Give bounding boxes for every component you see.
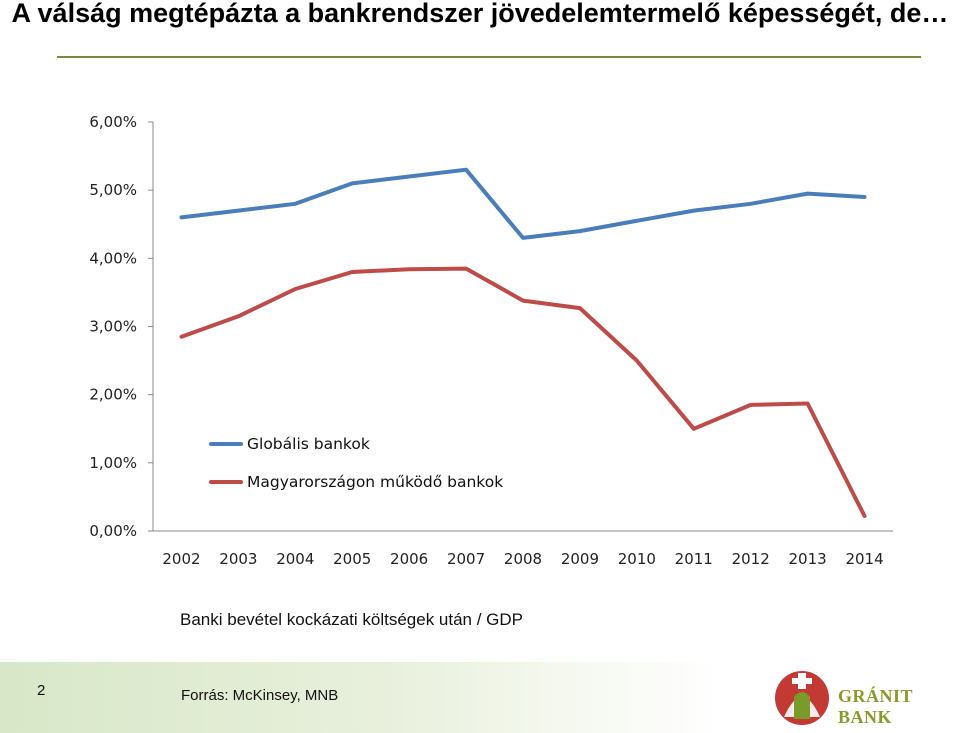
series-line [179, 167, 867, 240]
y-tick-label: 3,00% [89, 318, 137, 336]
y-tick-label: 1,00% [89, 454, 137, 472]
y-tick-label: 2,00% [89, 386, 137, 404]
source-note: Forrás: McKinsey, MNB [181, 687, 339, 704]
y-axis-ticks: 0,00% 1,00% 2,00% 3,00% 4,00% 5,00% 6,00% [89, 113, 153, 540]
chart-series [179, 167, 867, 518]
x-tick-label: 2003 [219, 550, 257, 568]
y-tick-label: 0,00% [89, 522, 137, 540]
title-underline [57, 56, 921, 58]
page-number: 2 [37, 682, 46, 699]
y-tick-label: 5,00% [89, 181, 137, 199]
legend-label: Globális bankok [247, 435, 370, 453]
legend-label: Magyarországon működő bankok [247, 473, 503, 491]
x-tick-label: 2010 [618, 550, 656, 568]
granit-bank-logo [775, 671, 829, 725]
logo-text: GRÁNIT BANK [838, 686, 913, 727]
x-tick-label: 2013 [789, 550, 827, 568]
chart-legend: Globális bankok Magyarországon működő ban… [209, 435, 503, 491]
x-tick-label: 2007 [447, 550, 485, 568]
x-tick-label: 2011 [675, 550, 713, 568]
x-tick-label: 2005 [333, 550, 371, 568]
x-tick-label: 2006 [390, 550, 428, 568]
x-tick-label: 2009 [561, 550, 599, 568]
y-tick-label: 6,00% [89, 113, 137, 131]
x-tick-label: 2014 [845, 550, 883, 568]
x-tick-label: 2012 [732, 550, 770, 568]
line-chart: 0,00% 1,00% 2,00% 3,00% 4,00% 5,00% 6,00% 2002… [89, 113, 893, 568]
slide-title: A válság megtépázta a bankrendszer jöved… [11, 0, 949, 28]
x-axis-ticks: 2002 2003 2004 2005 2006 2007 2008 2009 2010 2011… [162, 550, 883, 568]
y-tick-label: 4,00% [89, 249, 137, 267]
x-tick-label: 2008 [504, 550, 542, 568]
x-tick-label: 2004 [276, 550, 314, 568]
series-line [179, 266, 867, 518]
chart-axes [152, 122, 893, 532]
chart-caption: Banki bevétel kockázati költségek után /… [180, 610, 524, 629]
x-tick-label: 2002 [162, 550, 200, 568]
